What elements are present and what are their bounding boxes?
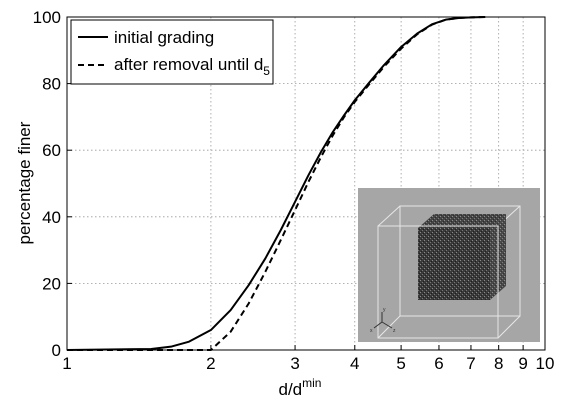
series-lines xyxy=(66,16,486,351)
legend-box xyxy=(70,19,274,85)
x-tick-label: 1 xyxy=(62,354,71,373)
x-tick-label: 2 xyxy=(206,354,215,373)
axes-triad-icon xyxy=(373,312,393,329)
particle-cube xyxy=(418,214,506,300)
x-tick-label: 6 xyxy=(434,354,443,373)
y-axis-label: percentage finer xyxy=(15,121,34,244)
triad-label-y: y xyxy=(383,307,386,313)
triad-label-x: x xyxy=(370,328,373,334)
triad-label-z: z xyxy=(393,328,396,334)
x-tick-label: 5 xyxy=(396,354,405,373)
series-line-after-removal xyxy=(67,16,486,351)
legend-label-removal: after removal until d5 xyxy=(114,55,270,78)
x-tick-label: 8 xyxy=(494,354,503,373)
y-tick-label: 40 xyxy=(42,208,61,227)
x-tick-label: 9 xyxy=(518,354,527,373)
inset-frame-front xyxy=(377,225,499,339)
y-tick-label: 0 xyxy=(52,341,61,360)
legend-label-removal-main: after removal until d xyxy=(114,55,263,74)
x-axis-label: d/dmin xyxy=(279,376,322,399)
legend-label-removal-sub: 5 xyxy=(263,64,270,78)
legend: initial grading after removal until d5 xyxy=(70,19,274,85)
x-tick-label: 3 xyxy=(290,354,299,373)
x-axis-label-sup: min xyxy=(302,376,321,390)
inset-3d-rendering: x y z xyxy=(358,188,540,342)
legend-label-initial: initial grading xyxy=(114,28,214,47)
x-tick-label: 10 xyxy=(536,354,555,373)
y-tick-label: 100 xyxy=(33,8,61,27)
y-tick-label: 20 xyxy=(42,274,61,293)
y-tick-label: 60 xyxy=(42,141,61,160)
x-tick-label: 4 xyxy=(350,354,359,373)
x-axis-label-main: d/d xyxy=(279,380,303,399)
plot-frame xyxy=(66,16,546,351)
y-tick-label: 80 xyxy=(42,75,61,94)
x-tick-label: 7 xyxy=(466,354,475,373)
